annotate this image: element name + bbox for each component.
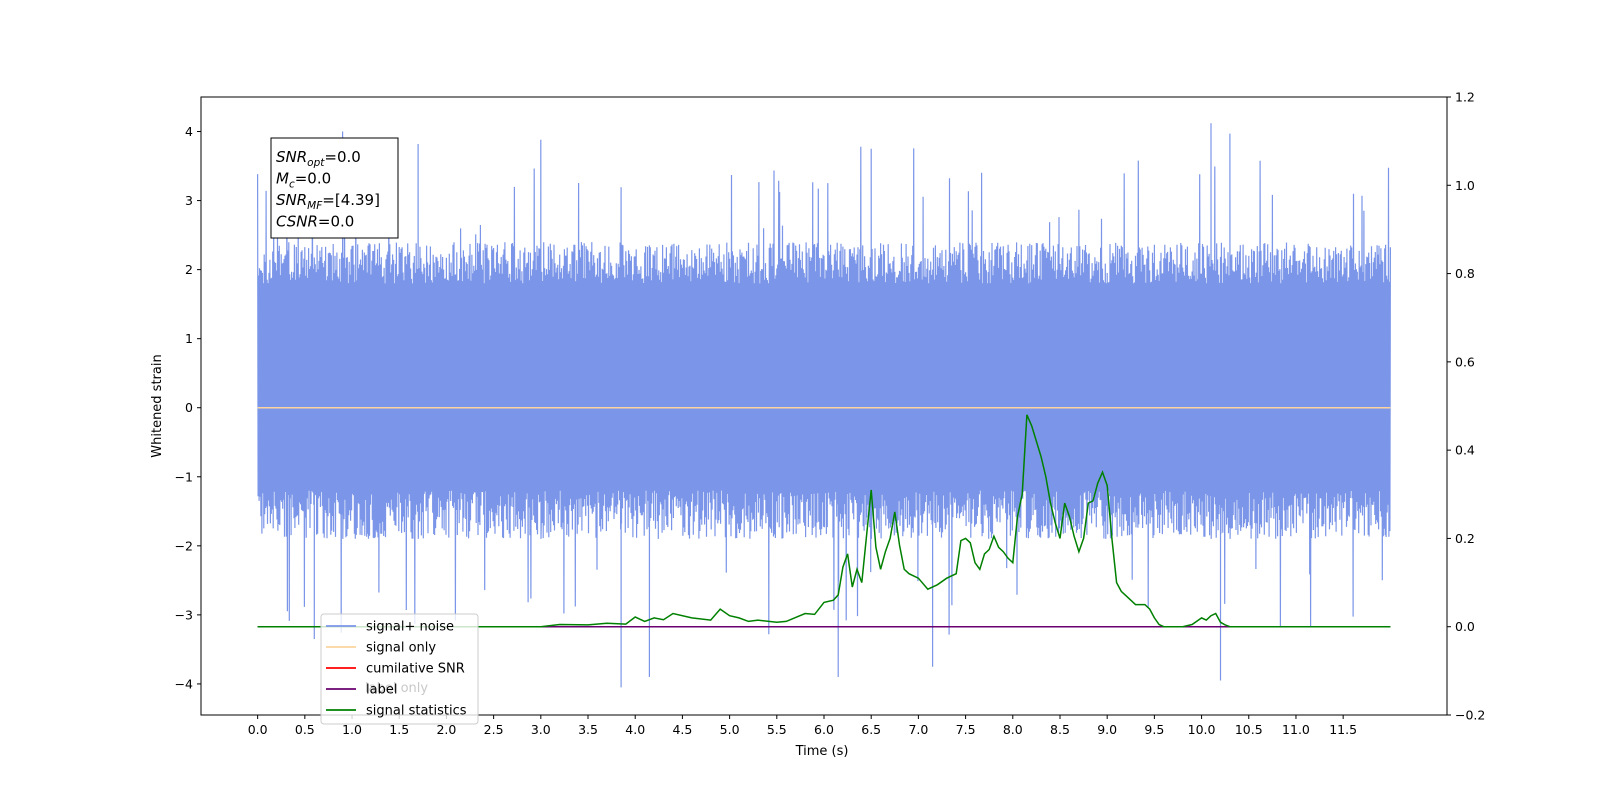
- x-tick-label: 1.5: [389, 722, 409, 737]
- x-tick-label: 5.5: [767, 722, 787, 737]
- x-tick-label: 7.5: [956, 722, 976, 737]
- info-var-name: M: [276, 170, 289, 188]
- info-line: SNRMF=[4.39]: [276, 191, 380, 212]
- series-signal-plus-noise: [257, 123, 1391, 688]
- info-var-subscript: c: [289, 179, 295, 191]
- x-tick-label: 0.5: [295, 722, 315, 737]
- info-value: =0.0: [324, 148, 360, 166]
- info-var-name: SNR: [276, 191, 307, 209]
- x-tick-label: 2.0: [436, 722, 456, 737]
- y-tick-label: −2: [175, 538, 193, 553]
- info-line: SNRopt=0.0: [276, 148, 361, 169]
- info-value: =0.0: [295, 170, 331, 188]
- y-tick-label: 3: [185, 193, 193, 208]
- x-tick-label: 5.0: [720, 722, 740, 737]
- x-tick-label: 10.0: [1188, 722, 1216, 737]
- y2-tick-label: 0.0: [1455, 619, 1475, 634]
- y2-tick-label: 0.8: [1455, 266, 1475, 281]
- x-tick-label: 11.5: [1329, 722, 1357, 737]
- y-tick-label: −3: [175, 607, 193, 622]
- info-var-subscript: MF: [307, 200, 323, 212]
- y-tick-label: −1: [175, 469, 193, 484]
- x-tick-label: 4.0: [625, 722, 645, 737]
- info-var-name: CSNR: [276, 213, 318, 231]
- x-tick-label: 3.5: [578, 722, 598, 737]
- y-tick-label: 4: [185, 124, 193, 139]
- y2-tick-label: 1.0: [1455, 178, 1475, 193]
- info-var-subscript: opt: [307, 157, 325, 169]
- series-signal-statistics: [257, 414, 1391, 628]
- legend-overlap-text: label only: [365, 681, 428, 696]
- y-axis-label: Whitened strain: [150, 354, 165, 457]
- y2-tick-label: 0.6: [1455, 354, 1475, 369]
- legend-entry: label: [366, 683, 397, 698]
- legend-entry: cumilative SNR: [366, 662, 465, 677]
- info-value: =[4.39]: [322, 191, 380, 209]
- legend-box: [320, 613, 479, 725]
- axes: 0.0 0.5 1.0 1.5 2.0 2.5 3.0 3.5 4.0 4.5 5.0 5.5 6.0 6…: [175, 90, 1486, 738]
- y-tick-label: 0: [185, 400, 193, 415]
- x-tick-label: 7.0: [908, 722, 928, 737]
- x-tick-label: 6.0: [814, 722, 834, 737]
- x-tick-label: 9.0: [1097, 722, 1117, 737]
- y2-tick-label: 0.4: [1455, 443, 1475, 458]
- x-tick-label: 8.5: [1050, 722, 1070, 737]
- info-var-name: SNR: [276, 148, 307, 166]
- x-tick-label: 8.0: [1003, 722, 1023, 737]
- y2-tick-label: 0.2: [1455, 531, 1475, 546]
- x-axis-label: Time (s): [795, 744, 849, 759]
- y-tick-label: 2: [185, 262, 193, 277]
- y2-tick-label: −0.2: [1455, 708, 1485, 723]
- legend-entry: signal statistics: [366, 704, 467, 719]
- legend-entry: signal only: [366, 641, 436, 656]
- x-tick-label: 6.5: [861, 722, 881, 737]
- x-tick-label: 3.0: [531, 722, 551, 737]
- info-value: =0.0: [318, 213, 354, 231]
- legend: label only signal+ noise signal only cumila…: [320, 613, 479, 725]
- info-line: Mc=0.0: [276, 170, 331, 191]
- x-tick-label: 10.5: [1235, 722, 1263, 737]
- info-box-frame: [270, 137, 399, 239]
- y-tick-label: 1: [185, 331, 193, 346]
- x-tick-label: 2.5: [484, 722, 504, 737]
- x-tick-label: 1.0: [342, 722, 362, 737]
- x-tick-label: 9.5: [1144, 722, 1164, 737]
- y-tick-label: −4: [175, 676, 193, 691]
- x-tick-label: 11.0: [1282, 722, 1310, 737]
- y2-tick-label: 1.2: [1455, 90, 1475, 105]
- info-line: CSNR=0.0: [276, 213, 354, 231]
- x-tick-label: 0.0: [248, 722, 268, 737]
- x-tick-label: 4.5: [672, 722, 692, 737]
- legend-entry: signal+ noise: [366, 620, 454, 635]
